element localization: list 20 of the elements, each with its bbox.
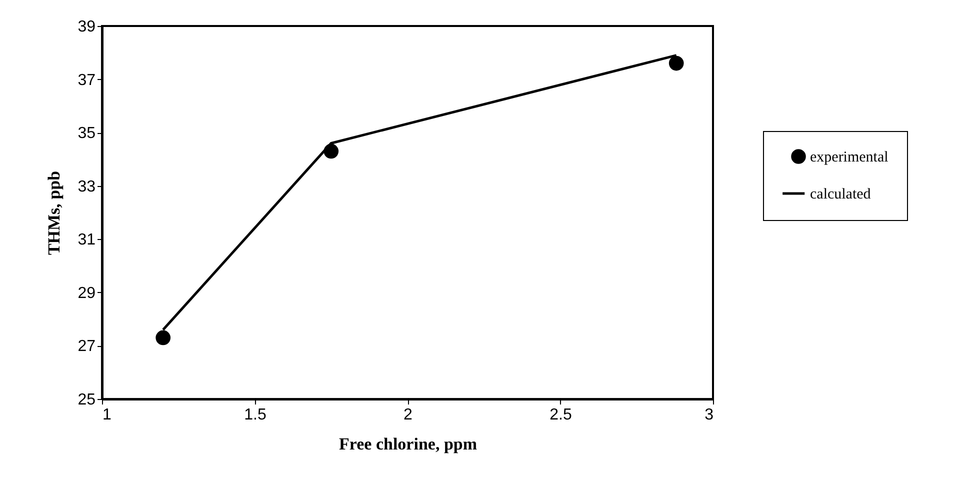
legend-label: experimental — [810, 150, 888, 166]
y-tick-label: 37 — [78, 72, 96, 89]
y-axis-title: THMs, ppb — [44, 170, 64, 256]
x-tick-label: 1 — [102, 406, 112, 424]
y-tick-label: 27 — [78, 338, 96, 356]
point — [668, 56, 684, 71]
y-tick-label: 25 — [78, 392, 96, 408]
legend-label: calculated — [810, 186, 872, 202]
y-tick-label: 39 — [78, 18, 96, 36]
x-tick-label: 2.5 — [550, 406, 572, 424]
y-tick-label: 31 — [78, 232, 96, 249]
y-tick-label: 29 — [78, 284, 96, 302]
x-tick-label: 1.5 — [244, 406, 266, 424]
x-axis-title: Free chlorine, ppm — [338, 434, 478, 454]
point — [156, 330, 171, 346]
x-tick-label: 2 — [404, 406, 413, 424]
y-tick-label: 33 — [78, 178, 96, 196]
y-tick-label: 35 — [78, 125, 96, 142]
point — [324, 144, 339, 159]
x-tick-label: 3 — [704, 406, 714, 424]
